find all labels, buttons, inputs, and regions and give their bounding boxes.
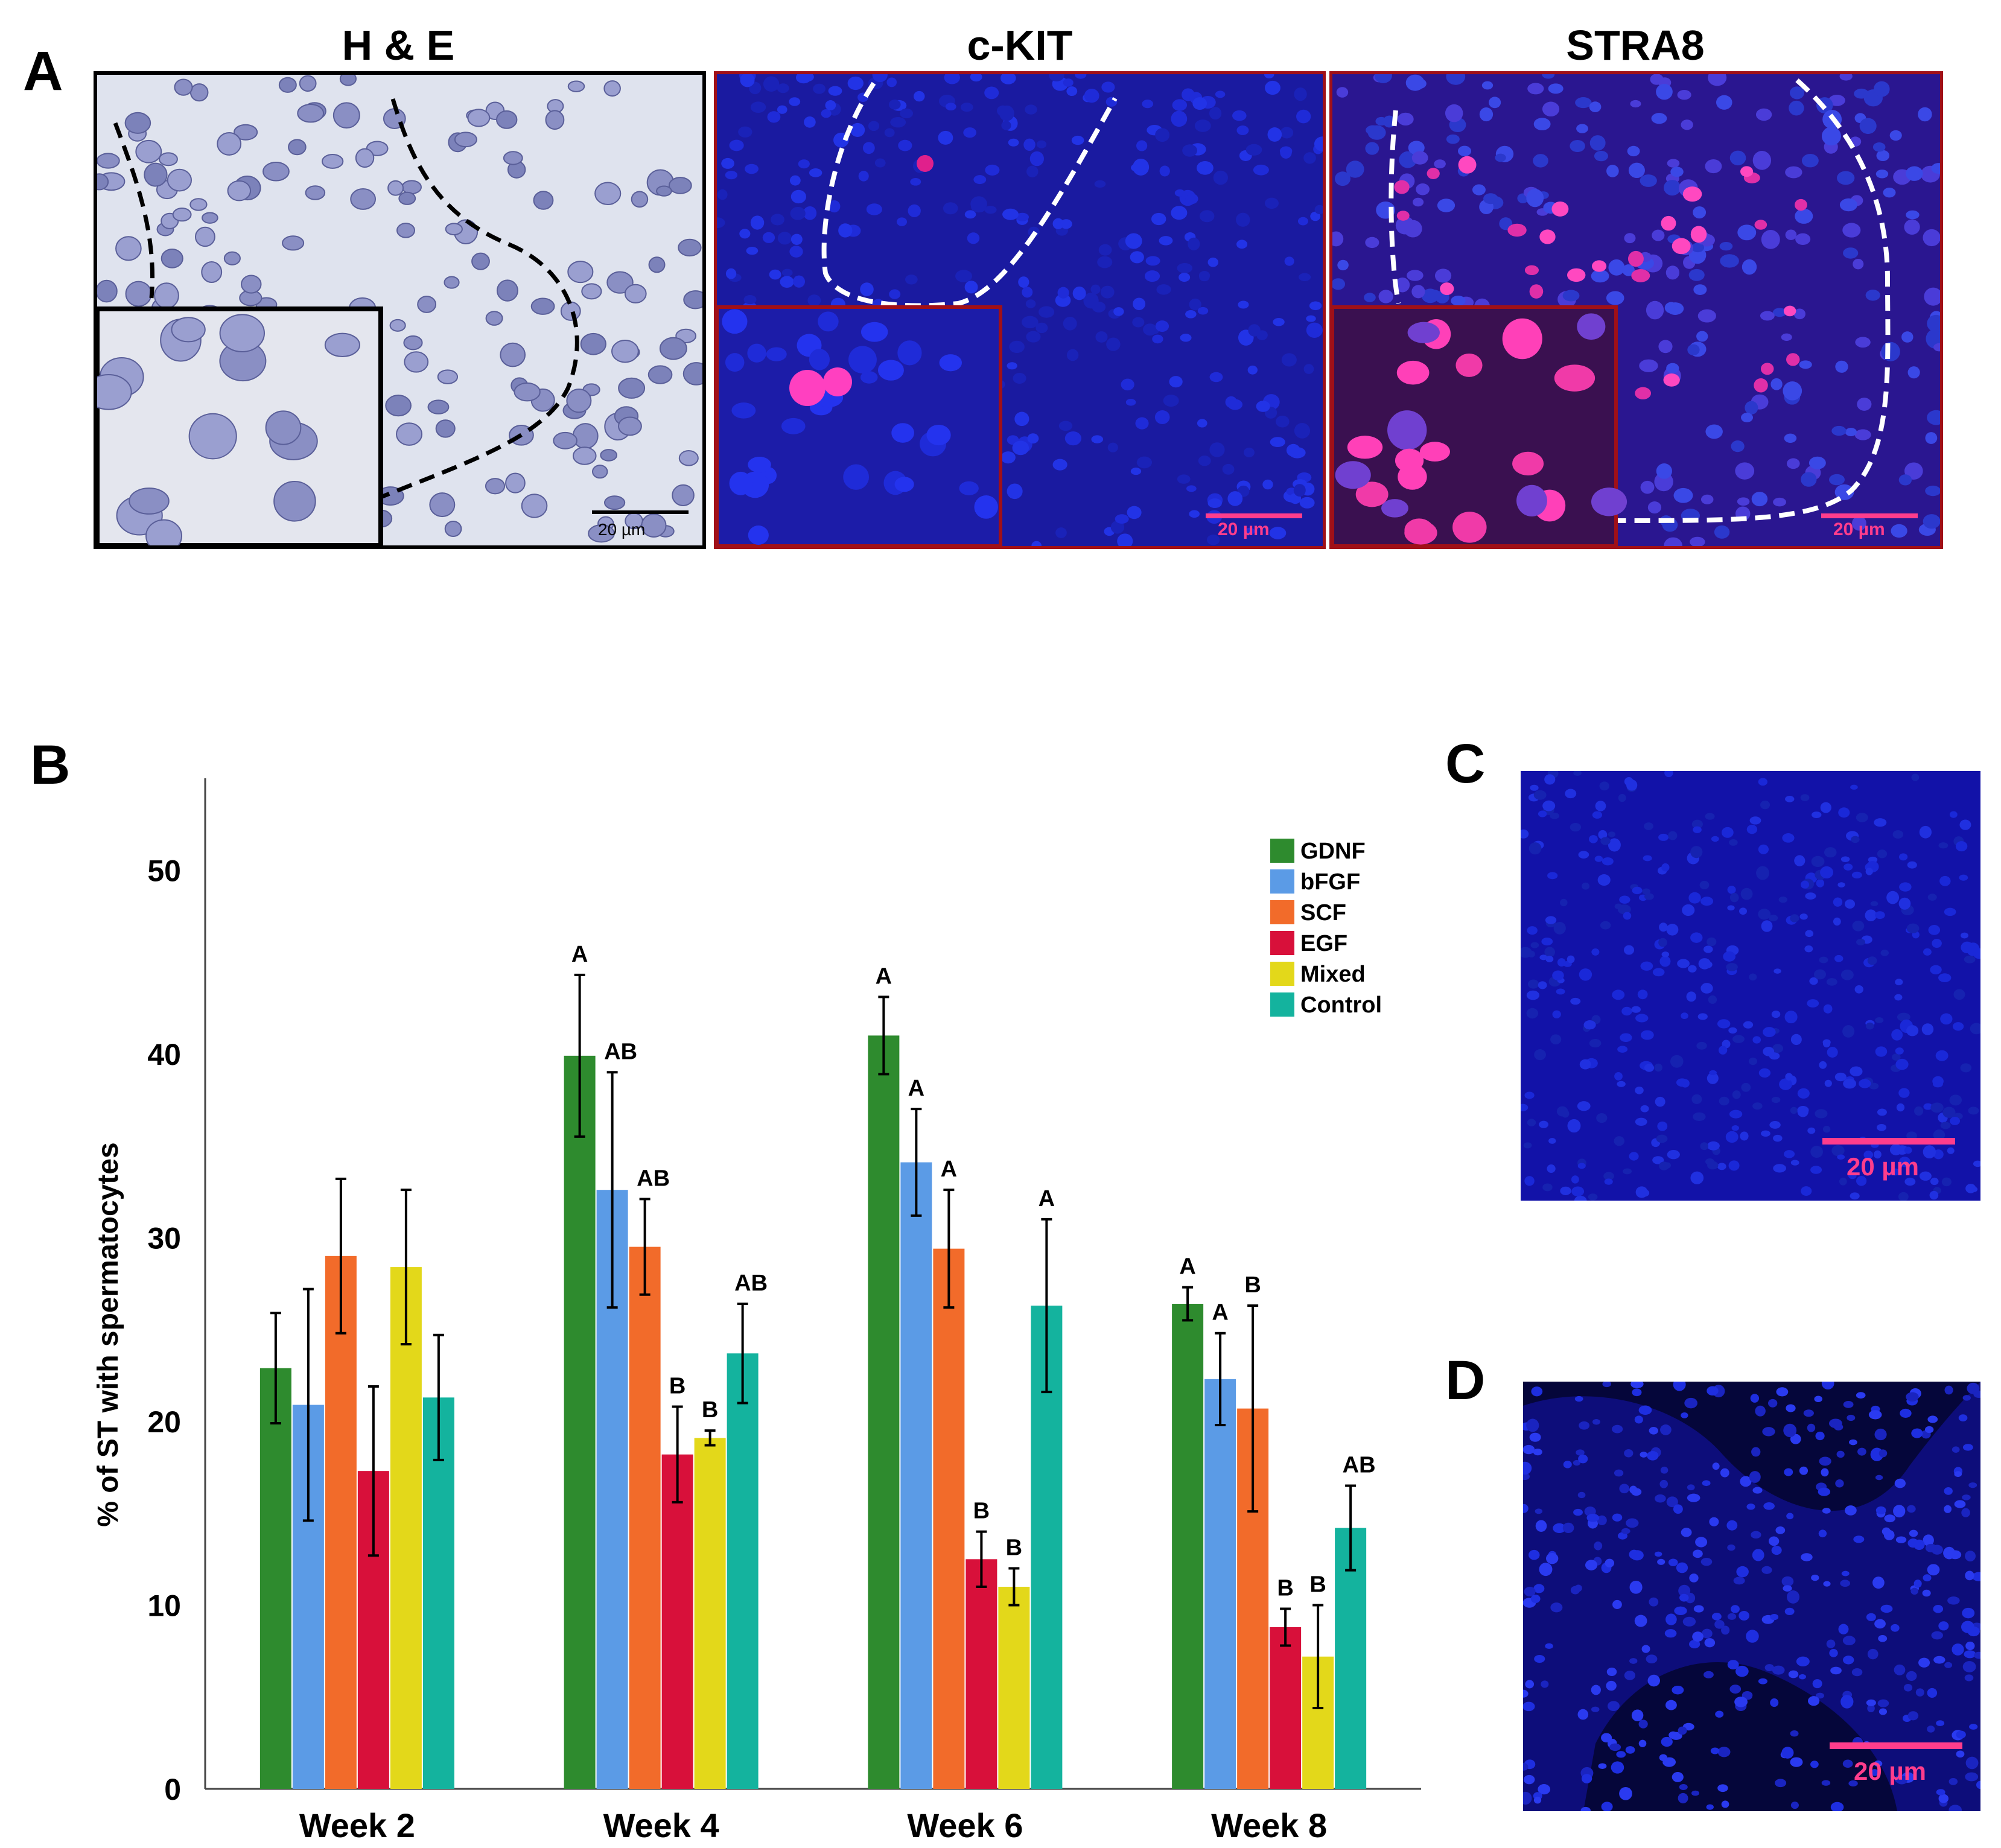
significance-letter: A (1212, 1300, 1228, 1326)
legend-label-egf: EGF (1300, 931, 1347, 956)
significance-letter: A (876, 964, 892, 989)
significance-letter: A (571, 942, 588, 967)
x-tick-label: Week 6 (907, 1806, 1023, 1844)
significance-letter: AB (637, 1166, 670, 1191)
y-tick-label: 30 (147, 1221, 181, 1255)
panel-c-scale-bar-label: 20 µm (1847, 1152, 1919, 1181)
significance-letter: B (1277, 1576, 1293, 1601)
legend-swatch-bfgf (1270, 869, 1294, 894)
bar-gdnf-week-2 (259, 1368, 291, 1789)
significance-letter: B (702, 1397, 718, 1423)
he-micrograph: 20 µm (94, 71, 706, 549)
x-tick-label: Week 2 (299, 1806, 415, 1844)
significance-letter: AB (1343, 1453, 1376, 1478)
significance-letter: A (941, 1157, 957, 1182)
stra8-title: STRA8 (1566, 22, 1705, 69)
bar-scf-week-4 (629, 1246, 661, 1789)
bar-control-week-8 (1335, 1528, 1367, 1789)
y-axis-label: % of ST with spermatocytes (92, 1142, 124, 1526)
significance-letter: B (1244, 1272, 1261, 1298)
bar-mixed-week-2 (390, 1267, 422, 1789)
x-tick-label: Week 8 (1211, 1806, 1327, 1844)
bar-mixed-week-6 (998, 1587, 1030, 1789)
legend-label-mixed: Mixed (1300, 962, 1366, 987)
significance-letter: B (1309, 1572, 1326, 1597)
significance-letter: B (669, 1374, 686, 1399)
legend-label-bfgf: bFGF (1300, 869, 1360, 895)
legend-label-scf: SCF (1300, 900, 1346, 926)
legend-swatch-egf (1270, 931, 1294, 955)
y-tick-label: 20 (147, 1405, 181, 1439)
significance-letter: AB (734, 1271, 768, 1296)
panel-c-micrograph: 20 µm (1521, 771, 1980, 1201)
y-tick-label: 50 (147, 854, 181, 887)
panel-d-letter: D (1445, 1350, 1486, 1411)
y-tick-label: 0 (164, 1773, 181, 1806)
panel-c-letter: C (1445, 733, 1486, 795)
significance-letter: A (908, 1076, 924, 1101)
bar-bfgf-week-6 (900, 1162, 932, 1789)
significance-letter: A (1179, 1254, 1195, 1280)
legend-swatch-scf (1270, 900, 1294, 924)
significance-letter: B (973, 1499, 990, 1524)
bar-egf-week-8 (1270, 1627, 1302, 1789)
legend-swatch-gdnf (1270, 839, 1294, 863)
bar-gdnf-week-8 (1172, 1304, 1204, 1789)
ckit-title: c-KIT (967, 22, 1073, 69)
ckit-micrograph: 20 µm (714, 71, 1326, 549)
bar-bfgf-week-8 (1204, 1379, 1236, 1789)
bar-control-week-4 (727, 1353, 759, 1789)
bar-egf-week-4 (661, 1454, 693, 1789)
y-tick-label: 40 (147, 1038, 181, 1072)
bar-gdnf-week-4 (564, 1055, 596, 1789)
legend-label-gdnf: GDNF (1300, 839, 1366, 864)
bar-scf-week-2 (325, 1256, 357, 1789)
significance-letter: AB (604, 1039, 637, 1064)
x-tick-label: Week 4 (603, 1806, 719, 1844)
y-tick-label: 10 (147, 1589, 181, 1622)
bar-scf-week-6 (933, 1248, 965, 1789)
he-scale-bar-label: 20 µm (598, 520, 646, 539)
legend-swatch-control (1270, 992, 1294, 1017)
panel-a-letter: A (23, 40, 63, 102)
he-title: H & E (342, 22, 455, 69)
bar-gdnf-week-6 (868, 1035, 900, 1789)
panel-d-scale-bar-label: 20 µm (1854, 1757, 1926, 1785)
significance-letter: A (1039, 1186, 1055, 1211)
bar-mixed-week-4 (694, 1438, 726, 1789)
legend-label-control: Control (1300, 992, 1382, 1018)
bar-control-week-2 (422, 1397, 454, 1789)
stra8-scale-bar-label: 20 µm (1833, 519, 1885, 539)
significance-letter: B (1006, 1535, 1022, 1561)
stra8-micrograph: 20 µm (1329, 71, 1943, 549)
panel-d-micrograph: 20 µm (1523, 1382, 1980, 1811)
panel-b-letter: B (30, 734, 71, 796)
legend-swatch-mixed (1270, 962, 1294, 986)
ckit-scale-bar-label: 20 µm (1218, 519, 1270, 539)
bar-egf-week-6 (966, 1559, 997, 1789)
